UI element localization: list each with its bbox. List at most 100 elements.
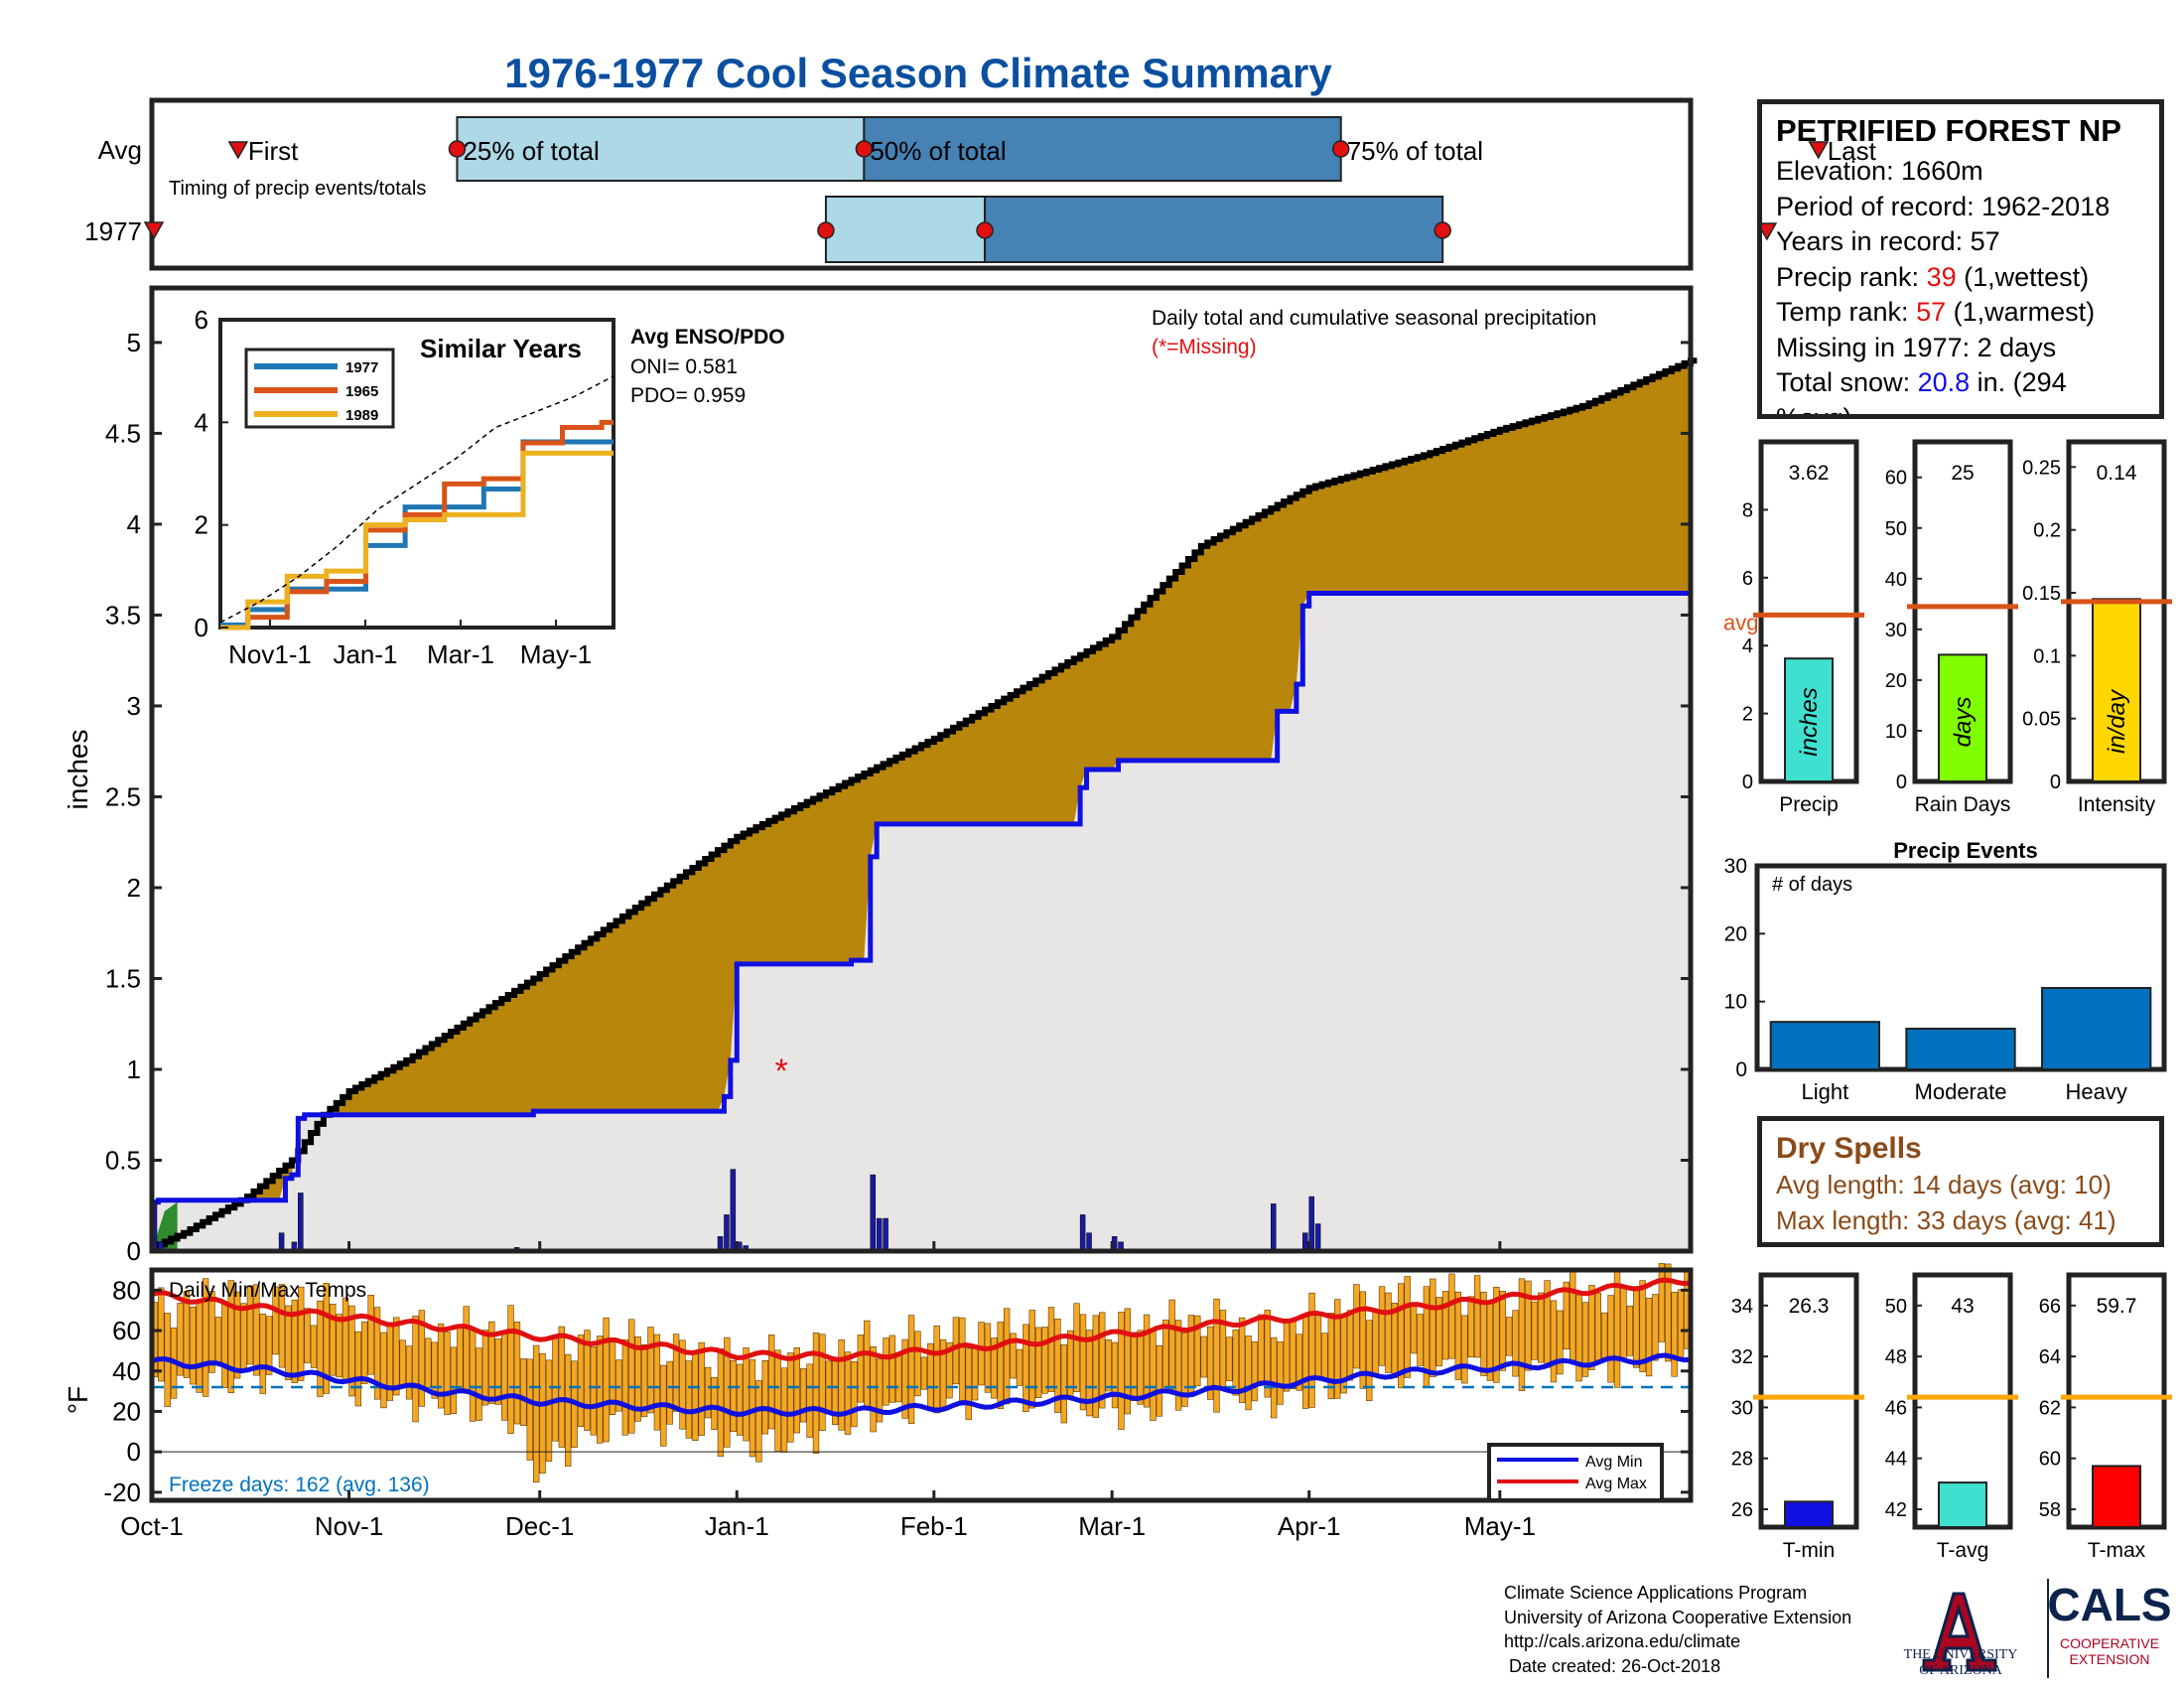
ua-logo: THE UNIVERSITY OF ARIZONA — [1904, 1592, 2018, 1678]
daily-temp-bar — [895, 1351, 902, 1403]
daily-temp-bar — [844, 1351, 852, 1435]
summary-bar — [2092, 1465, 2141, 1528]
summary-value-label: 25 — [1951, 462, 1974, 485]
daily-precip-bar — [1086, 1232, 1092, 1252]
daily-temp-bar — [634, 1336, 641, 1422]
daily-temp-bar — [666, 1360, 673, 1425]
summary-y-tick-label: 64 — [2039, 1346, 2061, 1368]
daily-temp-bar — [545, 1359, 553, 1462]
ua-logo-line2: OF ARIZONA — [1919, 1663, 2003, 1678]
y-tick-label: 0.5 — [105, 1145, 141, 1175]
temp-legend: Avg Min Avg Max — [1487, 1443, 1664, 1502]
station-years: Years in record: 57 — [1776, 226, 2000, 256]
daily-temp-bar — [1194, 1315, 1201, 1387]
daily-precip-bar — [883, 1217, 888, 1252]
legend-avg-min: Avg Min — [1585, 1454, 1643, 1471]
daily-temp-bar — [418, 1310, 426, 1407]
event-category-label: Heavy — [2065, 1079, 2126, 1104]
ua-logo-line1: THE UNIVERSITY — [1904, 1647, 2018, 1662]
summary-bar — [1938, 1481, 1987, 1528]
daily-temp-bar — [1079, 1314, 1087, 1411]
timing-caption: Timing of precip events/totals — [169, 178, 426, 200]
daily-temp-bar — [323, 1283, 330, 1394]
surplus-area — [152, 360, 1691, 1248]
station-name: PETRIFIED FOREST NP — [1776, 113, 2121, 148]
daily-temp-bar — [304, 1308, 311, 1363]
y-tick-label: 2.5 — [105, 781, 141, 811]
daily-temp-bar — [354, 1331, 362, 1407]
daily-temp-bar — [1372, 1312, 1379, 1377]
daily-temp-bar — [190, 1306, 197, 1385]
daily-temp-bar — [615, 1359, 622, 1412]
daily-temp-bar — [259, 1313, 266, 1394]
daily-temp-bar — [1633, 1290, 1640, 1368]
main-caption: Daily total and cumulative seasonal prec… — [1152, 307, 1596, 330]
daily-temp-bar — [317, 1300, 324, 1397]
summary-y-tick-label: 42 — [1885, 1499, 1907, 1521]
summary-y-tick-label: 32 — [1731, 1346, 1753, 1368]
daily-precip-bar — [870, 1174, 877, 1252]
daily-temp-bar — [920, 1356, 928, 1390]
1977-quartile-marker — [817, 221, 835, 239]
daily-temp-bar — [1003, 1308, 1011, 1405]
daily-temp-bar — [774, 1349, 781, 1452]
daily-temp-bar — [1264, 1310, 1271, 1398]
daily-temp-bar — [933, 1326, 940, 1414]
1977-quartile-marker — [1433, 221, 1451, 239]
daily-temp-bar — [1557, 1310, 1564, 1375]
summary-y-tick-label: 26 — [1731, 1499, 1753, 1521]
temp-summary-charts: 26.3 T-min 26 28 30 32 34 43 T-avg 42 44 46 48 50 59.7… — [1731, 1272, 2172, 1562]
daily-temp-bar — [481, 1330, 489, 1406]
summary-y-tick-label: 0 — [1896, 772, 1907, 793]
freeze-days: Freeze days: 162 (avg. 136) — [169, 1474, 430, 1496]
dry-spells-max: Max length: 33 days (avg: 41) — [1776, 1205, 2116, 1235]
daily-temp-bar — [647, 1327, 654, 1414]
daily-temp-bar — [1054, 1318, 1061, 1413]
daily-temp-bar — [405, 1345, 413, 1400]
daily-temp-bar — [1258, 1314, 1265, 1382]
daily-temp-bar — [1296, 1334, 1302, 1391]
daily-temp-bar — [1111, 1341, 1119, 1409]
enso-oni: ONI= 0.581 — [630, 355, 738, 378]
daily-temp-bar — [870, 1346, 877, 1433]
summary-value-label: 0.14 — [2097, 462, 2137, 485]
dry-spells-title: Dry Spells — [1776, 1132, 1922, 1165]
summary-y-tick-label: 6 — [1742, 568, 1753, 590]
daily-temp-bar — [348, 1305, 355, 1397]
inset-series-avg — [219, 375, 614, 624]
inset-x-tick-label: Mar-1 — [427, 639, 494, 669]
inset-legend: 1977 1965 1989 — [244, 348, 395, 429]
daily-temp-bar — [1156, 1345, 1163, 1417]
daily-temp-bar — [1493, 1287, 1500, 1383]
summary-y-tick-label: 10 — [1885, 721, 1907, 743]
daily-temp-bar — [876, 1358, 884, 1423]
inset-series-1989 — [220, 450, 614, 631]
daily-precip-bar — [1302, 1232, 1308, 1252]
daily-temp-bar — [380, 1332, 387, 1409]
daily-temp-bar — [1099, 1312, 1106, 1409]
daily-temp-bar — [1499, 1291, 1506, 1371]
inset-x-tick-label: Nov1-1 — [228, 639, 312, 669]
daily-temp-bar — [1010, 1333, 1017, 1379]
daily-temp-bar — [1620, 1285, 1627, 1360]
daily-temp-bar — [692, 1350, 699, 1441]
summary-y-tick-label: 60 — [1885, 468, 1907, 490]
temp-y-tick-label: 40 — [112, 1356, 141, 1386]
station-info-box: PETRIFIED FOREST NP Elevation: 1660m Per… — [1757, 99, 2164, 419]
snow-suffix: in. (294 %avg) — [1776, 367, 2067, 419]
summary-y-tick-label: 44 — [1885, 1449, 1907, 1471]
summary-panel-frame — [1912, 1272, 2013, 1530]
summary-y-tick-label: 30 — [1731, 1397, 1753, 1419]
avg-quartile-marker — [855, 140, 874, 158]
daily-temp-bar — [246, 1285, 254, 1365]
daily-temp-bar — [393, 1317, 400, 1396]
summary-y-tick-label: 2 — [1742, 704, 1753, 726]
daily-temp-bar — [227, 1280, 234, 1393]
daily-temp-bar — [291, 1299, 298, 1383]
daily-temp-bar — [743, 1347, 750, 1442]
missing-note: (*=Missing) — [1152, 336, 1257, 358]
daily-temp-bar — [425, 1337, 432, 1388]
daily-temp-bar — [1251, 1340, 1259, 1402]
daily-temp-bar — [628, 1319, 635, 1434]
